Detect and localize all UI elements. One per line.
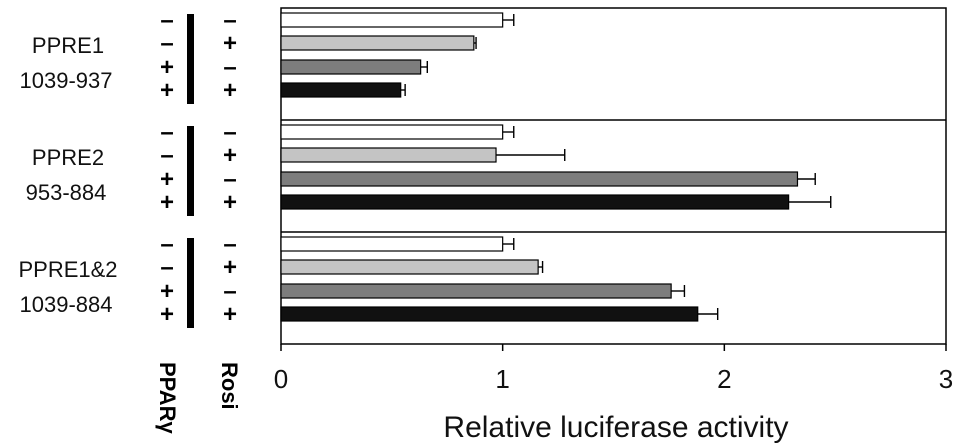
bar — [280, 283, 672, 299]
pparg-sign: – — [160, 254, 173, 281]
bar — [280, 82, 402, 98]
pparg-sign: – — [160, 231, 173, 258]
rosi-sign: + — [223, 142, 237, 169]
group-range-label: 953-884 — [26, 180, 107, 205]
rosi-sign: + — [223, 301, 237, 328]
bar — [280, 236, 504, 252]
rosi-sign: – — [223, 7, 236, 34]
bar — [280, 35, 475, 51]
x-tick-label: 2 — [717, 364, 731, 394]
pparg-sign: + — [160, 166, 174, 193]
rosi-sign: – — [223, 119, 236, 146]
x-tick-label: 1 — [495, 364, 509, 394]
pparg-sign: – — [160, 142, 173, 169]
bar — [280, 124, 504, 140]
bar — [280, 12, 504, 28]
bar — [280, 259, 539, 275]
rosi-sign: + — [223, 30, 237, 57]
bar — [280, 306, 699, 322]
rosi-sign: – — [223, 231, 236, 258]
group-name-label: PPRE1&2 — [18, 257, 117, 282]
group-separator-bar — [187, 14, 194, 104]
group-range-label: 1039-937 — [20, 68, 113, 93]
rosi-sign: – — [223, 278, 236, 305]
x-tick-label: 0 — [274, 364, 288, 394]
pparg-sign: + — [160, 189, 174, 216]
factor-label-rosi: Rosi — [217, 362, 242, 410]
rosi-sign: + — [223, 77, 237, 104]
rosi-sign: – — [223, 166, 236, 193]
pparg-sign: + — [160, 77, 174, 104]
x-axis: 0 1 2 3 Relative luciferase activity PPARγ Ros… — [155, 344, 953, 444]
plot-area — [280, 7, 947, 345]
pparg-sign: + — [160, 54, 174, 81]
x-tick-label: 3 — [939, 364, 953, 394]
rosi-sign: – — [223, 54, 236, 81]
group-name-label: PPRE2 — [32, 145, 104, 170]
pparg-sign: + — [160, 278, 174, 305]
bar — [280, 147, 497, 163]
pparg-sign: – — [160, 30, 173, 57]
group-name-label: PPRE1 — [32, 33, 104, 58]
x-axis-label: Relative luciferase activity — [443, 411, 788, 444]
pparg-sign: – — [160, 7, 173, 34]
bar — [280, 171, 799, 187]
rosi-sign: + — [223, 189, 237, 216]
bar — [280, 59, 422, 75]
group-range-label: 1039-884 — [20, 292, 113, 317]
pparg-sign: + — [160, 301, 174, 328]
group-separator-bar — [187, 126, 194, 216]
bar — [280, 194, 790, 210]
group-separator-bar — [187, 238, 194, 328]
pparg-sign: – — [160, 119, 173, 146]
factor-label-pparg: PPARγ — [155, 362, 180, 434]
rosi-sign: + — [223, 254, 237, 281]
